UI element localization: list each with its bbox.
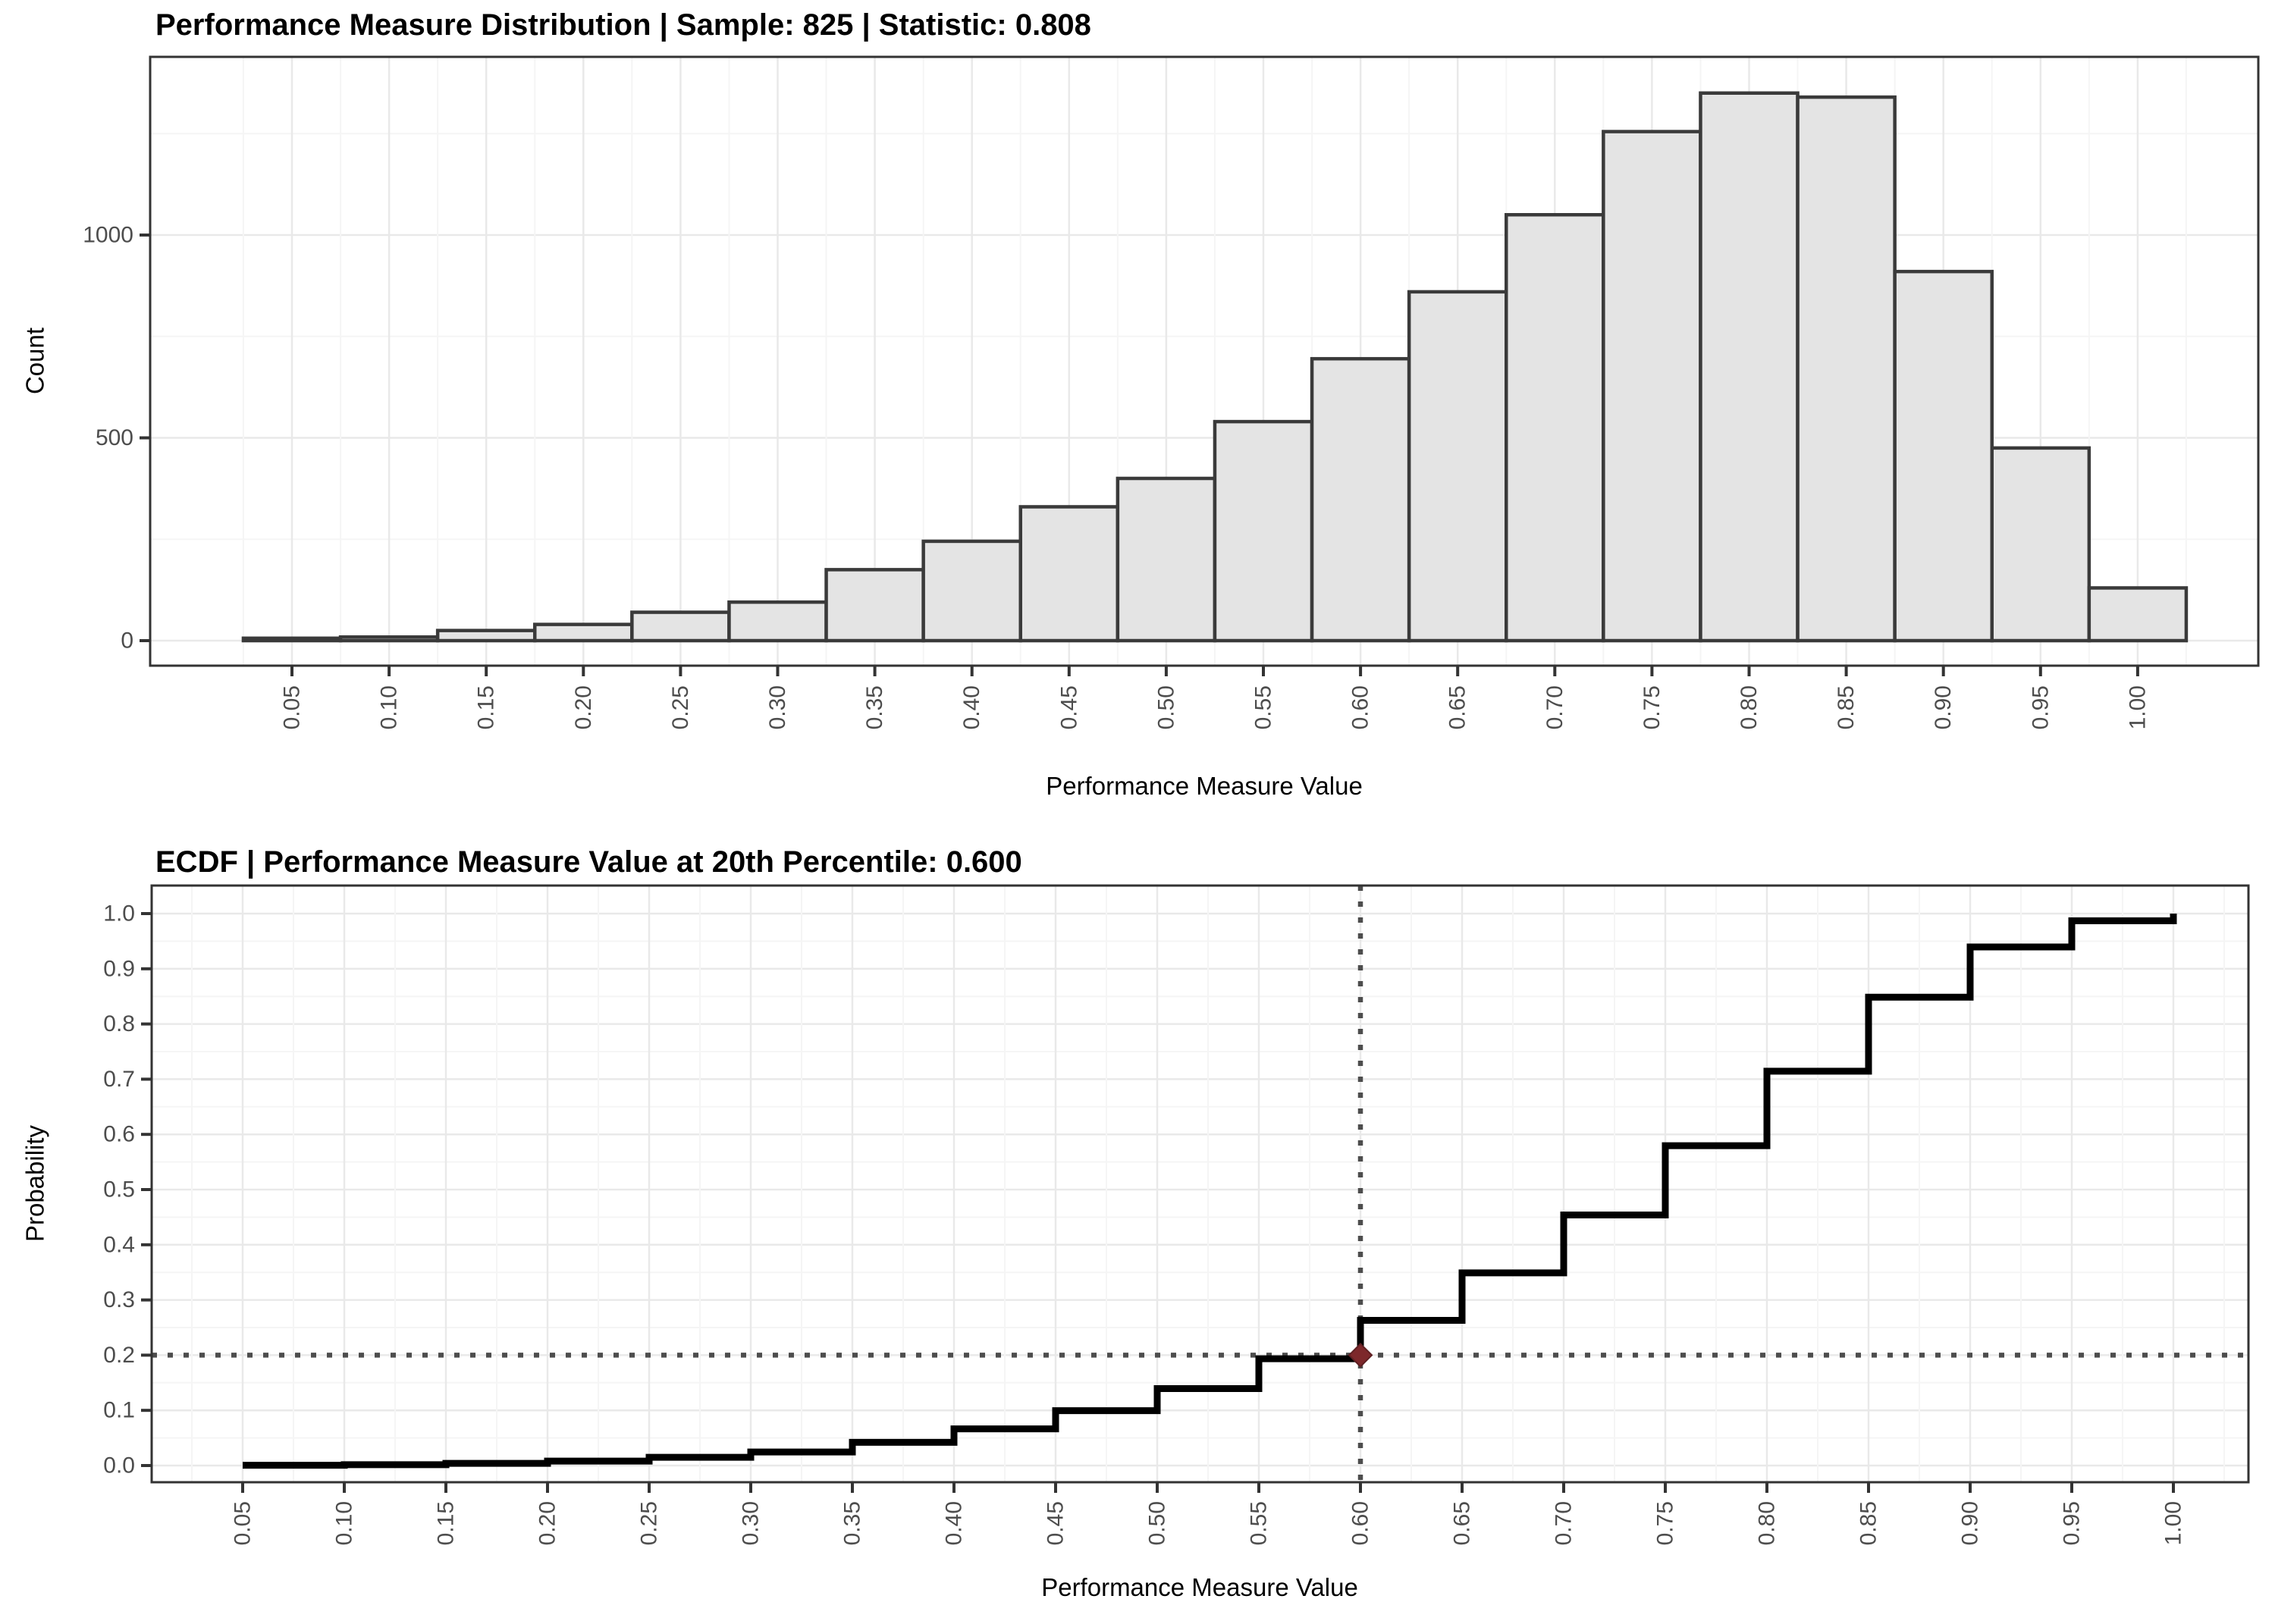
histogram-panel: 0 500 1000 0.05 0.10 0.15 0.20 0.25 0.30 0.35 0.40…: [83, 55, 2260, 729]
ecdf-y-tick-label: 0.2: [103, 1343, 135, 1368]
histogram-x-axis-title: Performance Measure Value: [1046, 772, 1363, 800]
histogram-y-tick-label: 0: [121, 629, 133, 654]
histogram-bar: [1602, 130, 1702, 643]
histogram-x-tick-label: 0.30: [765, 685, 790, 729]
histogram-bar: [1893, 269, 1994, 643]
histogram-y-tick-label: 500: [96, 425, 133, 450]
histogram-x-tick-label: 0.20: [571, 685, 596, 729]
histogram-bar: [1213, 419, 1314, 643]
ecdf-x-tick-label: 0.30: [739, 1501, 764, 1545]
histogram-bar: [921, 539, 1023, 643]
ecdf-x-tick-label: 0.45: [1043, 1501, 1068, 1545]
ecdf-x-tick-label: 0.70: [1552, 1501, 1577, 1545]
histogram-bar: [338, 635, 440, 643]
histogram-bar: [1018, 505, 1120, 643]
ecdf-y-tick-label: 0.9: [103, 956, 135, 981]
ecdf-x-tick-label: 0.95: [2060, 1501, 2085, 1545]
histogram-x-tick-label: 0.60: [1348, 685, 1373, 729]
ecdf-x-tick-label: 0.35: [840, 1501, 865, 1545]
ecdf-panel: 0.0 0.1 0.2 0.3 0.4 0.5 0.6 0.7 0.8 0.9 1.0 0.05 0.1…: [103, 884, 2250, 1545]
ecdf-x-tick-label: 0.60: [1348, 1501, 1373, 1545]
histogram-bar: [1699, 91, 1800, 643]
ecdf-border: [150, 884, 2250, 1484]
ecdf-title: ECDF | Performance Measure Value at 20th…: [155, 845, 1022, 879]
histogram-bar: [824, 568, 925, 643]
histogram-x-tick-label: 0.65: [1445, 685, 1470, 729]
histogram-x-tick-label: 0.70: [1542, 685, 1567, 729]
histogram-x-tick-label: 0.25: [668, 685, 693, 729]
ecdf-x-tick-label: 1.00: [2161, 1501, 2186, 1545]
histogram-bar: [2087, 586, 2189, 643]
histogram-x-tick-label: 0.55: [1251, 685, 1276, 729]
ecdf-x-tick-label: 0.50: [1145, 1501, 1170, 1545]
histogram-x-tick-label: 0.15: [474, 685, 499, 729]
ecdf-y-tick-label: 0.6: [103, 1122, 135, 1147]
ecdf-x-tick-label: 0.25: [637, 1501, 662, 1545]
histogram-x-tick-label: 0.50: [1153, 685, 1178, 729]
ecdf-x-tick-label: 0.80: [1755, 1501, 1780, 1545]
histogram-border: [149, 55, 2260, 667]
histogram-x-tick-label: 0.80: [1737, 685, 1762, 729]
ecdf-y-tick-label: 0.3: [103, 1287, 135, 1312]
histogram-y-tick-label: 1000: [83, 223, 133, 248]
ecdf-x-tick-label: 0.65: [1450, 1501, 1475, 1545]
histogram-bar: [1505, 213, 1605, 643]
histogram-bar: [435, 629, 537, 643]
ecdf-x-tick-label: 0.90: [1958, 1501, 1983, 1545]
histogram-x-tick-label: 0.35: [862, 685, 887, 729]
histogram-x-tick-label: 0.05: [280, 685, 305, 729]
histogram-title: Performance Measure Distribution | Sampl…: [155, 8, 1091, 42]
ecdf-x-tick-label: 0.85: [1856, 1501, 1881, 1545]
histogram-bar: [727, 600, 828, 643]
histogram-y-axis-title: Count: [21, 328, 49, 394]
histogram-x-tick-label: 0.95: [2028, 685, 2053, 729]
histogram-bar: [533, 622, 634, 643]
ecdf-y-tick-label: 0.8: [103, 1011, 135, 1036]
ecdf-x-tick-label: 0.15: [434, 1501, 459, 1545]
ecdf-x-tick-label: 0.20: [535, 1501, 560, 1545]
ecdf-x-tick-label: 0.55: [1247, 1501, 1272, 1545]
ecdf-y-tick-label: 0.7: [103, 1067, 135, 1092]
histogram-x-tick-label: 0.10: [377, 685, 402, 729]
ecdf-x-tick-label: 0.75: [1653, 1501, 1678, 1545]
histogram-bar: [1990, 446, 2091, 643]
histogram-bar: [1116, 476, 1217, 643]
histogram-bar: [1310, 356, 1411, 643]
ecdf-y-tick-label: 0.1: [103, 1398, 135, 1423]
histogram-bar: [241, 636, 343, 643]
histogram-x-tick-label: 0.85: [1834, 685, 1859, 729]
ecdf-y-axis-title: Probability: [21, 1124, 49, 1242]
histogram-bar: [1796, 95, 1897, 643]
ecdf-step-line: [243, 914, 2177, 1469]
ecdf-x-axis-title: Performance Measure Value: [1041, 1573, 1358, 1601]
ecdf-y-tick-label: 0.4: [103, 1232, 135, 1257]
histogram-x-tick-label: 0.90: [1931, 685, 1956, 729]
ecdf-y-tick-label: 1.0: [103, 901, 135, 926]
histogram-x-tick-label: 0.45: [1056, 685, 1081, 729]
histogram-x-tick-label: 1.00: [2125, 685, 2150, 729]
ecdf-x-tick-label: 0.10: [332, 1501, 357, 1545]
histogram-x-tick-label: 0.75: [1640, 685, 1665, 729]
ecdf-x-tick-label: 0.40: [942, 1501, 967, 1545]
ecdf-y-tick-label: 0.0: [103, 1453, 135, 1478]
ecdf-percentile-point: [1348, 1342, 1373, 1368]
ecdf-background: [152, 886, 2248, 1482]
ecdf-y-tick-label: 0.5: [103, 1177, 135, 1202]
ecdf-x-tick-label: 0.05: [231, 1501, 256, 1545]
histogram-bar: [1407, 290, 1508, 643]
histogram-x-tick-label: 0.40: [959, 685, 984, 729]
histogram-bar: [630, 610, 731, 643]
